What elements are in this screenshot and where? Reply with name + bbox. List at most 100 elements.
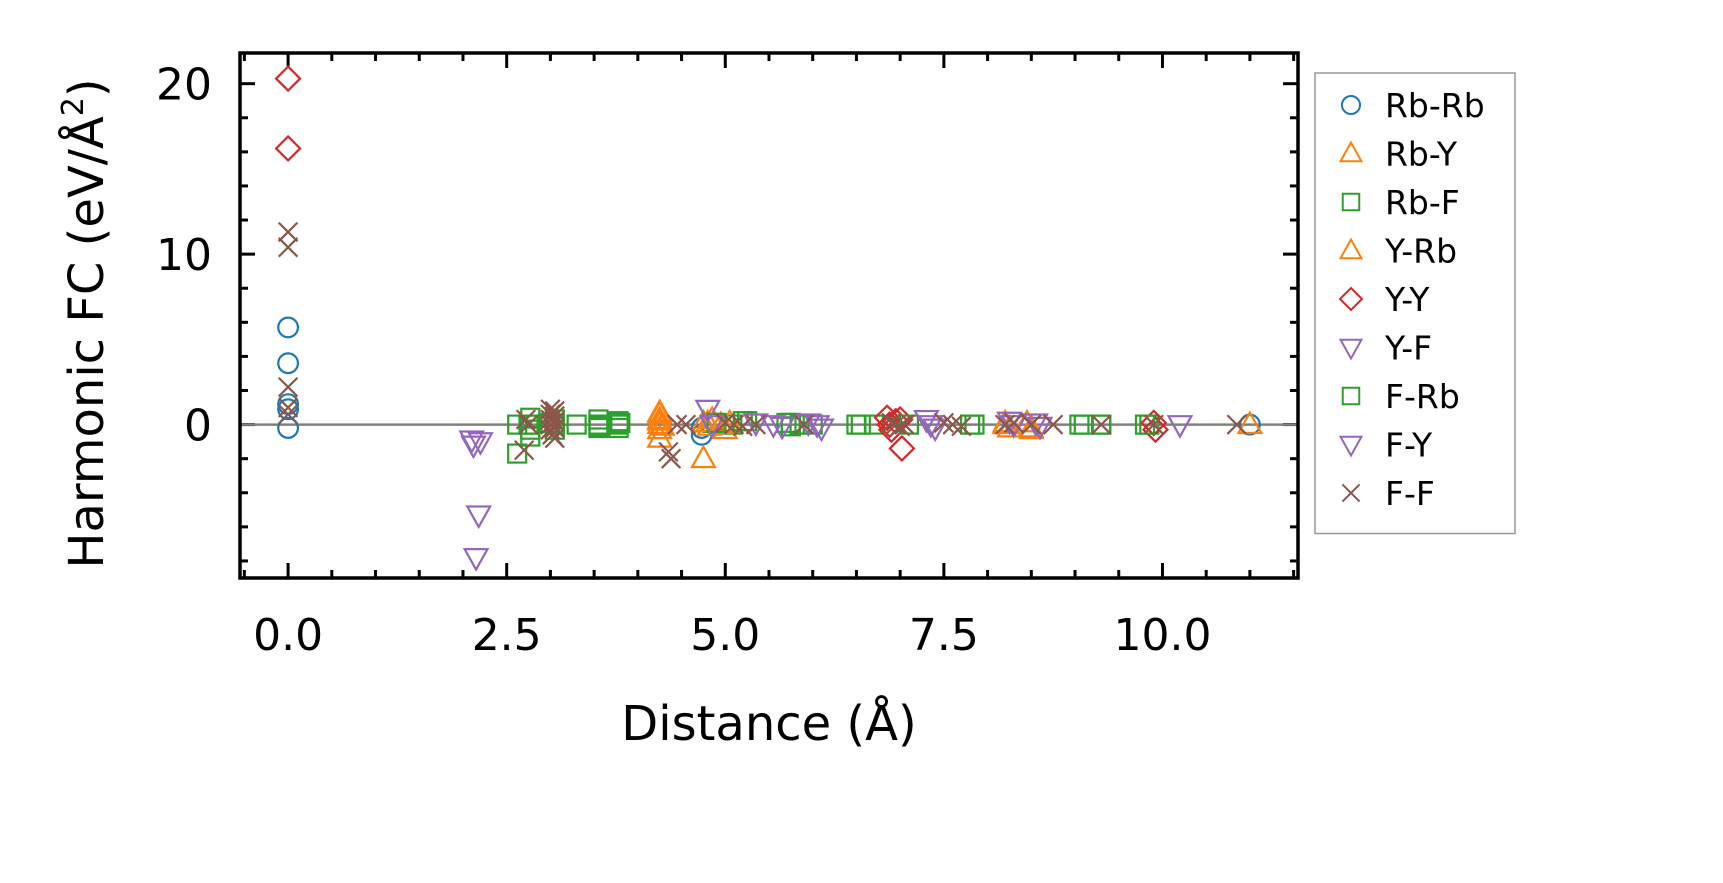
plot-frame bbox=[238, 51, 1300, 580]
point-f-f bbox=[544, 428, 565, 449]
point-f-f bbox=[894, 414, 915, 435]
point-rb-rb bbox=[277, 316, 300, 339]
point-f-f bbox=[885, 414, 906, 435]
point-f-f bbox=[544, 417, 565, 439]
point-f-f bbox=[1043, 414, 1064, 435]
point-rb-rb bbox=[277, 417, 300, 439]
point-y-y bbox=[274, 65, 302, 93]
point-f-f bbox=[515, 409, 537, 430]
legend-label-f-rb: F-Rb bbox=[1385, 377, 1460, 416]
legend-box bbox=[1314, 72, 1516, 535]
legend-marker-f-f bbox=[1341, 483, 1361, 503]
point-y-y bbox=[876, 411, 904, 439]
point-rb-y bbox=[646, 423, 673, 448]
point-f-f bbox=[942, 414, 963, 435]
point-f-f bbox=[658, 441, 679, 463]
series-f-f bbox=[277, 221, 1247, 469]
point-f-f bbox=[745, 414, 767, 435]
point-f-y bbox=[1166, 415, 1194, 439]
point-f-rb bbox=[610, 412, 631, 433]
y-tick-label: 0 bbox=[184, 401, 212, 452]
legend-marker-y-y bbox=[1338, 286, 1364, 312]
point-y-rb bbox=[649, 412, 676, 436]
point-f-f bbox=[890, 416, 911, 437]
legend-marker-f-y bbox=[1338, 435, 1364, 458]
y-tick-label: 20 bbox=[156, 60, 212, 111]
x-tick-label: 0.0 bbox=[253, 610, 323, 661]
y-axis-title-superscript: 2 bbox=[56, 97, 91, 116]
point-f-f bbox=[544, 400, 565, 422]
legend-label-y-y: Y-Y bbox=[1384, 280, 1430, 319]
tick-labels-layer: 0.0 2.5 5.0 7.5 10.0 0 10 20 bbox=[156, 60, 1211, 661]
y-axis-title-main: Harmonic FC (eV/Å bbox=[58, 116, 115, 569]
legend-label-rb-f: Rb-F bbox=[1385, 183, 1460, 222]
point-f-y bbox=[921, 418, 949, 443]
point-y-y bbox=[274, 134, 302, 163]
point-f-f bbox=[277, 221, 299, 243]
point-y-y bbox=[1140, 409, 1168, 437]
point-rb-y bbox=[690, 444, 717, 469]
point-f-f bbox=[994, 414, 1016, 435]
legend-marker-rb-f bbox=[1341, 192, 1361, 212]
point-rb-y bbox=[646, 410, 673, 435]
point-f-f bbox=[660, 448, 682, 469]
x-tick-label: 5.0 bbox=[690, 610, 760, 661]
point-f-y bbox=[760, 415, 787, 439]
point-f-f bbox=[951, 416, 972, 437]
point-y-y bbox=[1141, 416, 1170, 444]
legend-marker-rb-y bbox=[1338, 140, 1364, 163]
point-y-f bbox=[467, 432, 494, 456]
legend-label-y-rb: Y-Rb bbox=[1384, 232, 1457, 271]
point-f-f bbox=[1003, 412, 1024, 434]
point-f-y bbox=[742, 413, 770, 438]
y-tick-label: 10 bbox=[156, 230, 212, 281]
point-f-y bbox=[698, 415, 726, 439]
point-f-rb bbox=[850, 414, 871, 435]
y-axis-title-close: ) bbox=[59, 78, 115, 97]
point-f-f bbox=[277, 397, 299, 418]
point-f-f bbox=[277, 237, 299, 258]
point-y-y bbox=[888, 434, 916, 463]
point-f-rb bbox=[588, 416, 609, 437]
point-f-f bbox=[518, 414, 539, 435]
series-y-f bbox=[458, 430, 494, 572]
point-f-f bbox=[1226, 414, 1247, 435]
point-y-f bbox=[465, 505, 492, 530]
point-f-rb bbox=[566, 414, 587, 435]
point-rb-f bbox=[608, 417, 629, 439]
legend-marker-rb-rb bbox=[1340, 94, 1362, 116]
point-f-f bbox=[514, 440, 535, 461]
data-points-layer bbox=[274, 65, 1264, 572]
point-y-rb bbox=[1018, 415, 1045, 440]
point-rb-y bbox=[1236, 410, 1264, 435]
legend-label-f-y: F-Y bbox=[1385, 426, 1433, 465]
series-f-y bbox=[694, 399, 1194, 443]
point-f-f bbox=[667, 414, 688, 435]
legend-marker-y-rb bbox=[1338, 237, 1364, 260]
point-f-y bbox=[768, 416, 796, 441]
x-tick-label: 7.5 bbox=[909, 610, 979, 661]
x-tick-label: 10.0 bbox=[1113, 610, 1211, 661]
point-rb-f bbox=[507, 414, 528, 435]
x-tick-label: 2.5 bbox=[472, 610, 542, 661]
point-f-f bbox=[1021, 414, 1042, 435]
point-f-rb bbox=[1091, 414, 1112, 435]
point-f-y bbox=[808, 418, 835, 443]
legend-label-f-f: F-F bbox=[1385, 474, 1435, 513]
point-f-f bbox=[675, 414, 697, 435]
point-f-f bbox=[723, 414, 745, 435]
legend-label-y-f: Y-F bbox=[1384, 329, 1432, 368]
point-f-f bbox=[933, 412, 955, 434]
legend-marker-f-rb bbox=[1341, 386, 1361, 406]
point-f-f bbox=[544, 411, 565, 432]
legend: Rb-Rb Rb-Y Rb-F Y-Rb Y-Y Y-F F-Rb F-Y F-F bbox=[1314, 72, 1516, 535]
x-axis-title: Distance (Å) bbox=[621, 695, 916, 752]
point-f-f bbox=[793, 414, 815, 435]
point-y-f bbox=[462, 548, 490, 572]
point-f-f bbox=[715, 412, 736, 434]
y-axis-title: Harmonic FC (eV/Å2) bbox=[56, 78, 115, 568]
legend-label-rb-y: Rb-Y bbox=[1385, 135, 1458, 174]
series-rb-rb bbox=[277, 316, 1261, 446]
point-f-y bbox=[917, 415, 945, 439]
point-f-f bbox=[277, 376, 299, 398]
